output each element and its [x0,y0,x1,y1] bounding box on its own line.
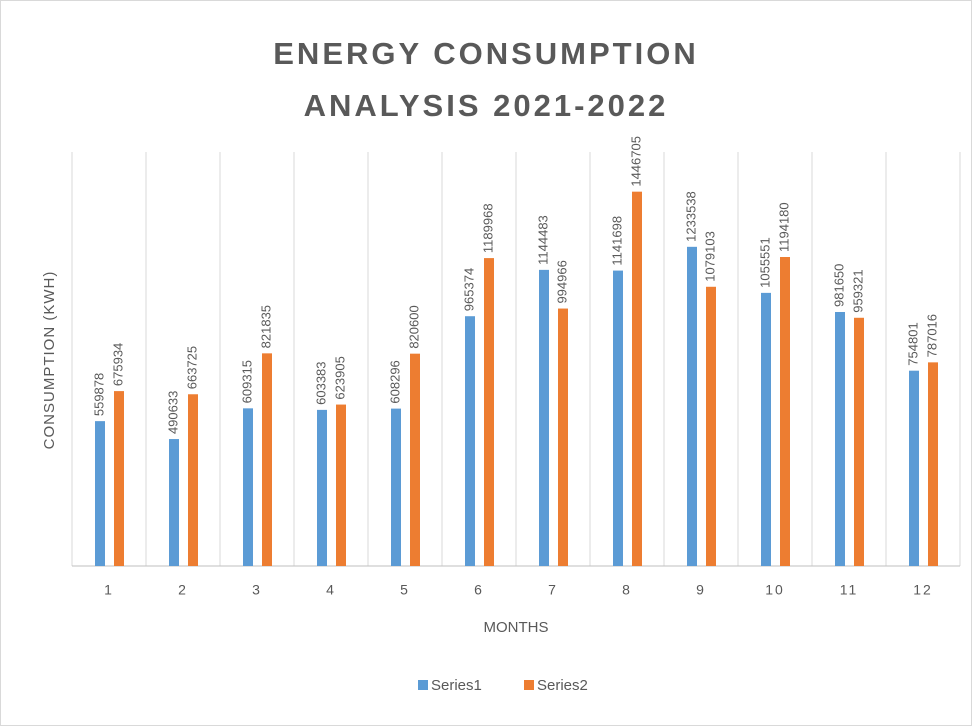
data-label: 490633 [165,391,180,434]
bar [780,257,790,566]
legend-label: Series2 [537,677,588,694]
bar [558,308,568,566]
data-label: 754801 [905,322,920,365]
data-label: 1055551 [757,237,772,288]
data-label: 623905 [332,356,347,399]
bar [95,421,105,566]
x-tick-label: 1 [104,582,114,598]
x-tick-label: 9 [696,582,706,598]
x-tick-label: 10 [765,582,785,598]
data-label: 663725 [184,346,199,389]
bar [835,311,845,566]
bar [465,316,475,566]
bar [761,292,771,566]
bar [632,191,642,566]
bar [854,317,864,566]
x-tick-label: 5 [400,582,410,598]
bar [262,353,272,566]
legend-swatch [418,680,428,690]
x-tick-label: 12 [913,582,933,598]
data-label: 1233538 [683,191,698,242]
legend-label: Series1 [431,677,482,694]
bar [909,370,919,566]
bar [391,408,401,566]
data-label: 1144483 [535,215,550,265]
bar [336,404,346,566]
data-label: 1079103 [702,231,717,282]
x-tick-label: 6 [474,582,484,598]
x-tick-label: 8 [622,582,632,598]
bar [410,353,420,566]
bar [706,286,716,566]
bar [188,394,198,566]
data-label: 675934 [110,343,125,386]
x-tick-label: 11 [840,582,859,598]
x-tick-label: 4 [326,582,336,598]
bar [539,269,549,566]
bar [169,439,179,566]
data-label: 1189968 [480,203,495,253]
legend-swatch [524,680,534,690]
bar [484,258,494,566]
bar [613,270,623,566]
x-tick-label: 7 [548,582,558,598]
data-label: 959321 [850,269,865,312]
y-axis-label: CONSUMPTION (KWH) [41,271,58,450]
data-label: 608296 [387,360,402,403]
data-label: 609315 [239,360,254,403]
x-tick-label: 2 [178,582,188,598]
x-axis-label: MONTHS [484,619,549,636]
bar [928,362,938,566]
bar [687,246,697,567]
data-label: 820600 [406,305,421,348]
chart-title: ENERGY CONSUMPTION ANALYSIS 2021-2022 [273,36,699,123]
data-label: 1194180 [776,202,791,252]
data-label: 821835 [258,305,273,348]
data-label: 1446705 [628,136,643,187]
bar [317,409,327,566]
data-label: 994966 [554,260,569,303]
data-label: 965374 [461,268,476,311]
data-label: 603383 [313,361,328,404]
x-tick-label: 3 [252,582,262,598]
data-label: 559878 [91,373,106,416]
data-label: 787016 [924,314,939,357]
bar [243,408,253,566]
data-label: 981650 [831,264,846,307]
bar [114,391,124,566]
data-label: 1141698 [609,216,624,266]
